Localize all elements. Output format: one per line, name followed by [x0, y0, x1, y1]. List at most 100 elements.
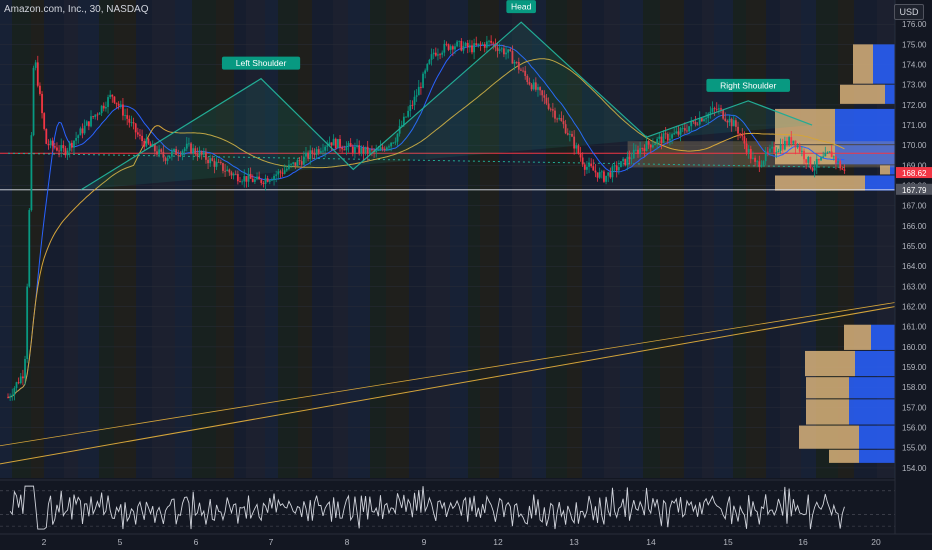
candle-body	[709, 111, 712, 114]
session-band	[298, 0, 312, 478]
candle-body	[664, 133, 667, 135]
candle-body	[228, 169, 231, 173]
candle-body	[396, 133, 399, 142]
volume-bar-sell	[859, 449, 895, 463]
price-label-text: 168.62	[902, 169, 927, 178]
session-band	[370, 0, 386, 478]
session-band	[12, 0, 31, 478]
candle-body	[219, 162, 222, 164]
candle-body	[24, 358, 26, 379]
candle-body	[522, 70, 524, 72]
candle-body	[662, 133, 665, 143]
price-tick-label: 156.00	[902, 424, 927, 433]
candle-body	[283, 170, 286, 174]
candle-body	[68, 142, 71, 151]
candle-body	[649, 144, 652, 148]
candle-body	[222, 163, 224, 171]
candle-body	[273, 175, 275, 180]
candle-body	[464, 42, 467, 46]
candle-body	[160, 149, 163, 152]
candle-body	[656, 138, 659, 144]
candle-body	[760, 164, 763, 167]
candle-body	[720, 108, 722, 110]
candle-body	[839, 161, 842, 169]
price-tick-label: 166.00	[902, 222, 927, 231]
price-tick-label: 164.00	[902, 262, 927, 271]
candle-body	[62, 145, 65, 149]
candle-body	[826, 152, 829, 154]
pattern-label: Head	[506, 0, 536, 14]
candle-body	[207, 159, 209, 164]
candle-body	[611, 166, 614, 178]
candle-body	[643, 148, 646, 152]
volume-bar-buy	[829, 449, 859, 463]
candle-body	[594, 170, 597, 173]
price-axis[interactable]: 176.00 175.00 174.00 173.00 172.00 171.00 170.…	[894, 0, 932, 550]
volume-profile	[627, 44, 895, 463]
price-tick-label: 162.00	[902, 303, 927, 312]
candle-body	[811, 168, 814, 171]
candle-body	[488, 40, 490, 42]
candle-body	[547, 103, 550, 109]
ma-fast-line	[7, 44, 845, 398]
candle-body	[647, 141, 650, 145]
candle-body	[409, 105, 412, 111]
candle-body	[747, 148, 750, 153]
candle-body	[164, 157, 167, 161]
volume-bar-buy	[840, 84, 885, 104]
time-tick-label: 7	[269, 537, 274, 547]
candle-body	[730, 118, 733, 127]
candle-body	[19, 376, 22, 384]
session-band	[582, 0, 604, 478]
candle-body	[334, 138, 337, 149]
candle-body	[439, 54, 441, 56]
candle-body	[9, 396, 12, 398]
candle-body	[185, 143, 188, 149]
candle-body	[517, 62, 520, 70]
price-tick-label: 159.00	[902, 363, 927, 372]
candle-body	[473, 43, 476, 53]
candle-body	[558, 118, 561, 120]
candle-body	[660, 136, 663, 143]
candle-body	[364, 146, 367, 154]
candle-body	[534, 82, 537, 90]
time-tick-label: 5	[118, 537, 123, 547]
candle-body	[215, 161, 218, 167]
time-tick-label: 15	[723, 537, 733, 547]
candle-body	[322, 150, 324, 152]
session-band	[0, 0, 12, 478]
volume-bar-sell	[890, 165, 895, 175]
candle-body	[294, 162, 297, 166]
volume-bar-sell	[835, 108, 895, 145]
trend-line	[0, 302, 896, 447]
candle-body	[288, 164, 290, 169]
currency-button[interactable]: USD	[894, 4, 924, 20]
candle-body	[122, 104, 124, 116]
candle-body	[641, 148, 644, 149]
candle-body	[728, 118, 731, 123]
candle-body	[94, 114, 97, 118]
candle-body	[209, 158, 212, 164]
candle-body	[356, 145, 358, 147]
candle-body	[754, 157, 756, 162]
candle-body	[96, 114, 99, 116]
candle-body	[679, 128, 682, 135]
candle-body	[786, 140, 788, 145]
candle-body	[192, 148, 195, 154]
pattern-label-text: Head	[511, 2, 532, 12]
candle-body	[818, 158, 820, 161]
session-band	[532, 0, 546, 478]
session-band	[746, 0, 766, 478]
candle-body	[460, 41, 463, 51]
candle-body	[43, 113, 46, 129]
ma-slow-line	[7, 58, 845, 398]
candle-body	[279, 171, 282, 173]
candle-body	[496, 47, 499, 51]
candle-body	[451, 46, 454, 50]
volume-bar-buy	[880, 165, 890, 175]
candle-body	[394, 141, 397, 143]
time-axis[interactable]: 2 5 6 7 8 9 12 13 14 15 16 20	[0, 533, 932, 550]
price-tick-label: 161.00	[902, 323, 927, 332]
candle-body	[794, 140, 797, 148]
